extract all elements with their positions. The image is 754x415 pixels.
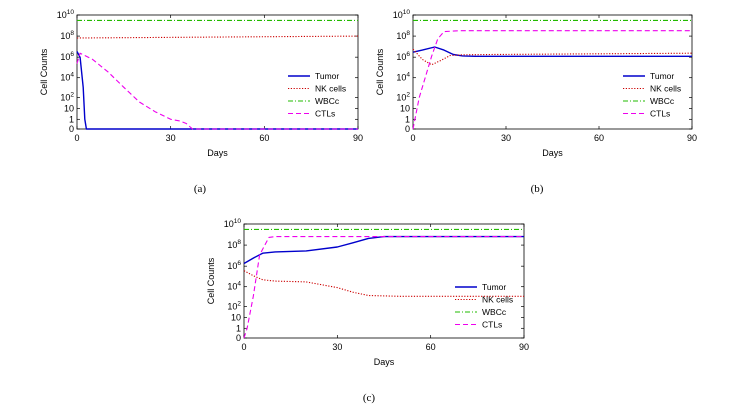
x-tick-label: 0	[410, 133, 415, 143]
y-tick-label: 1	[405, 114, 410, 124]
y-tick-label: 1010	[393, 9, 411, 20]
y-tick-label: 102	[60, 92, 74, 103]
plot-frame	[412, 14, 693, 130]
legend-label: CTLs	[315, 109, 335, 119]
panel-caption: (a)	[194, 183, 207, 195]
y-tick-label: 0	[69, 124, 74, 134]
x-tick-label: 90	[353, 133, 363, 143]
legend-label: CTLs	[482, 320, 502, 330]
y-tick-label: 1	[236, 323, 241, 333]
legend-label: WBCc	[482, 307, 507, 317]
y-tick-label: 1010	[57, 9, 75, 20]
x-tick-label: 0	[241, 342, 246, 352]
y-tick-label: 104	[60, 72, 74, 83]
legend: Tumor NK cells WBCc CTLs	[455, 282, 513, 330]
y-tick-label: 10	[400, 103, 410, 113]
legend-label: CTLs	[650, 109, 670, 119]
x-tick-label: 90	[519, 342, 529, 352]
y-tick-label: 102	[396, 92, 410, 103]
series-line-tumor	[243, 235, 524, 265]
y-tick-label: 102	[227, 301, 241, 312]
series-line-ctls	[76, 52, 358, 130]
series-line-nk-cells	[76, 35, 359, 39]
legend: Tumor NK cells WBCc CTLs	[623, 71, 681, 119]
series-line-nk-cells	[412, 48, 693, 66]
y-tick-label: 106	[227, 260, 241, 271]
series-line-tumor	[412, 46, 692, 57]
y-axis-label: Cell Counts	[206, 257, 216, 304]
panel-caption: (c)	[363, 392, 376, 404]
y-tick-label: 10	[231, 312, 241, 322]
y-axis-label: Cell Counts	[375, 48, 385, 95]
x-tick-label: 60	[426, 342, 436, 352]
x-tick-label: 30	[501, 133, 511, 143]
y-tick-label: 108	[60, 30, 74, 41]
legend-label: WBCc	[315, 96, 340, 106]
y-tick-label: 106	[396, 51, 410, 62]
y-tick-label: 1010	[224, 218, 242, 229]
y-axis-label: Cell Counts	[39, 48, 49, 95]
x-axis-label: Days	[374, 357, 395, 367]
y-tick-label: 108	[396, 30, 410, 41]
x-tick-label: 60	[594, 133, 604, 143]
legend-label: NK cells	[482, 295, 513, 305]
legend-label: WBCc	[650, 96, 675, 106]
x-tick-label: 60	[259, 133, 269, 143]
legend-label: NK cells	[650, 84, 681, 94]
series-line-ctls	[243, 236, 524, 339]
y-tick-label: 0	[236, 333, 241, 343]
legend-label: Tumor	[650, 71, 674, 81]
legend: Tumor NK cells WBCc CTLs	[288, 71, 346, 119]
x-tick-label: 90	[687, 133, 697, 143]
plot-frame	[243, 223, 525, 339]
x-tick-label: 30	[332, 342, 342, 352]
x-axis-label: Days	[207, 148, 228, 158]
legend-label: NK cells	[315, 84, 346, 94]
legend-label: Tumor	[482, 282, 506, 292]
series-line-ctls	[412, 30, 692, 130]
y-tick-label: 10	[64, 103, 74, 113]
panel-caption: (b)	[531, 183, 544, 195]
y-tick-label: 1	[69, 114, 74, 124]
x-tick-label: 0	[74, 133, 79, 143]
x-tick-label: 30	[166, 133, 176, 143]
y-tick-label: 104	[227, 281, 241, 292]
series-line-nk-cells	[243, 270, 524, 297]
y-tick-label: 108	[227, 239, 241, 250]
x-axis-label: Days	[542, 148, 563, 158]
y-tick-label: 104	[396, 72, 410, 83]
series-line-tumor	[76, 51, 358, 130]
y-tick-label: 106	[60, 51, 74, 62]
legend-label: Tumor	[315, 71, 339, 81]
y-tick-label: 0	[405, 124, 410, 134]
